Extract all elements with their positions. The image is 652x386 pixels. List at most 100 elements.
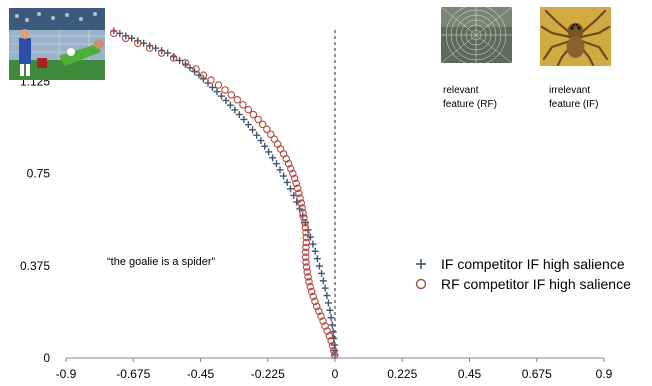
- if-data-point: [309, 240, 317, 248]
- x-tick-label: 0.225: [387, 367, 417, 381]
- rf-data-point: [309, 292, 317, 301]
- legend-label-rf: RF competitor IF high salience: [441, 276, 631, 292]
- rf-data-point: [298, 204, 306, 212]
- rf-data-point: [321, 322, 329, 330]
- rf-data-point: [169, 54, 178, 62]
- if-data-point: [257, 137, 265, 145]
- if-data-point: [283, 178, 291, 186]
- if-data-point: [321, 284, 329, 292]
- rf-data-point: [296, 194, 304, 202]
- if-data-point: [226, 101, 234, 109]
- if-data-point: [315, 262, 323, 270]
- if-data-point: [231, 106, 239, 114]
- rf-data-point: [302, 233, 311, 242]
- rf-data-point: [300, 214, 308, 222]
- rf-data-point: [302, 258, 310, 266]
- series-rf-competitor: [110, 29, 339, 359]
- rf-data-point: [221, 86, 229, 94]
- if-data-point: [217, 92, 225, 100]
- legend-marker-circle-icon: [415, 278, 427, 290]
- if-data-point: [313, 255, 321, 263]
- if-data-point: [244, 121, 252, 129]
- y-tick-label: 0.75: [27, 167, 51, 181]
- rf-data-point: [319, 317, 327, 325]
- rf-data-point: [313, 302, 321, 311]
- if-data-point: [208, 83, 216, 91]
- if-data-point: [222, 97, 230, 105]
- rf-data-point: [207, 76, 215, 84]
- if-data-point: [240, 115, 248, 123]
- rf-data-point: [181, 59, 190, 67]
- rf-data-point: [302, 263, 311, 271]
- if-data-point: [195, 71, 203, 79]
- if-data-point: [261, 142, 269, 150]
- legend: IF competitor IF high salience RF compet…: [415, 256, 631, 292]
- series-if-competitor: [110, 27, 339, 359]
- goalkeeper-save-photo: [9, 8, 105, 80]
- rf-data-point: [327, 337, 335, 345]
- if-data-point: [265, 148, 273, 156]
- irrelevant-caption-line2: feature (IF): [549, 99, 598, 110]
- rf-data-point: [303, 268, 311, 276]
- rf-data-point: [301, 218, 309, 227]
- rf-data-point: [290, 174, 299, 183]
- x-tick-labels: -0.9 -0.675 -0.45 -0.225 0 0.225 0.45 0.675 0.9: [56, 358, 613, 381]
- rf-data-point: [145, 44, 154, 52]
- rf-data-point: [305, 278, 313, 286]
- legend-marker-plus-icon: [416, 259, 426, 269]
- y-tick-label: 0.375: [20, 259, 50, 273]
- if-data-point: [249, 126, 257, 134]
- rf-data-point: [192, 65, 200, 73]
- if-data-point: [213, 88, 221, 96]
- rf-data-point: [330, 351, 339, 359]
- relevant-caption-line2: feature (RF): [443, 99, 497, 110]
- rf-data-point: [325, 332, 334, 340]
- if-data-point: [280, 172, 288, 180]
- rf-data-point: [133, 39, 142, 47]
- rf-data-point: [301, 223, 310, 232]
- x-tick-label: 0.9: [596, 367, 613, 381]
- rf-data-point: [302, 228, 310, 237]
- if-data-point: [318, 269, 326, 277]
- rf-data-point: [299, 209, 307, 217]
- rf-data-point: [301, 248, 310, 257]
- x-tick-label: 0.45: [458, 367, 482, 381]
- axes: [66, 30, 604, 359]
- spider-photo: [540, 7, 611, 66]
- rf-data-point: [244, 105, 253, 114]
- rf-data-point: [315, 307, 323, 316]
- x-tick-label: -0.225: [251, 367, 285, 381]
- rf-data-point: [302, 243, 310, 252]
- if-data-point: [331, 351, 339, 359]
- rf-data-point: [239, 100, 247, 109]
- x-tick-label: 0.675: [522, 367, 552, 381]
- spider-web-photo: [441, 7, 512, 63]
- rf-data-point: [323, 327, 331, 335]
- if-data-point: [235, 111, 243, 119]
- rf-data-point: [110, 29, 118, 38]
- rf-data-point: [306, 282, 314, 291]
- x-tick-label: -0.675: [116, 367, 150, 381]
- if-data-point: [269, 154, 277, 162]
- rf-data-point: [304, 273, 312, 281]
- rf-data-point: [249, 110, 258, 119]
- rf-data-point: [199, 71, 208, 79]
- x-tick-label: -0.9: [56, 367, 77, 381]
- rf-data-point: [214, 81, 223, 89]
- rf-data-point: [311, 297, 319, 306]
- relevant-caption-line1: relevant: [443, 85, 479, 96]
- rf-data-point: [258, 120, 267, 129]
- if-data-point: [324, 299, 332, 307]
- rf-data-point: [266, 130, 275, 138]
- rf-data-point: [292, 179, 300, 188]
- x-tick-label: -0.45: [187, 367, 215, 381]
- rf-data-point: [287, 164, 295, 173]
- x-tick-label: 0: [332, 367, 339, 381]
- if-data-point: [286, 185, 294, 193]
- rf-data-point: [122, 34, 130, 43]
- if-data-point: [272, 160, 280, 168]
- if-data-point: [176, 56, 184, 64]
- quote-annotation: “the goalie is a spider”: [107, 256, 216, 268]
